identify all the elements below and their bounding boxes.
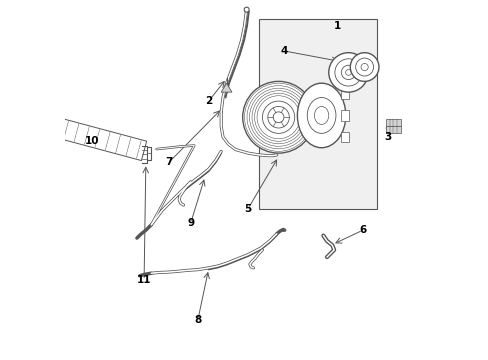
Circle shape: [349, 53, 378, 81]
Text: 2: 2: [204, 96, 212, 106]
Bar: [341, 132, 348, 142]
Text: 5: 5: [244, 204, 251, 214]
Ellipse shape: [306, 98, 335, 134]
Ellipse shape: [314, 107, 328, 125]
Circle shape: [242, 81, 314, 153]
Circle shape: [267, 107, 289, 128]
Circle shape: [262, 101, 294, 134]
Ellipse shape: [297, 83, 345, 148]
Text: 10: 10: [84, 136, 99, 146]
Circle shape: [360, 63, 367, 71]
Circle shape: [328, 53, 367, 92]
Text: 4: 4: [280, 46, 287, 56]
Bar: [386, 119, 400, 126]
Circle shape: [355, 58, 373, 76]
Bar: [258, 19, 376, 209]
Circle shape: [273, 112, 284, 123]
Polygon shape: [38, 113, 146, 161]
Text: 7: 7: [165, 157, 173, 167]
Circle shape: [341, 65, 355, 80]
Text: 8: 8: [194, 315, 201, 325]
Text: 11: 11: [137, 275, 151, 285]
Circle shape: [334, 59, 362, 86]
Bar: [341, 110, 348, 121]
Text: 1: 1: [333, 21, 341, 31]
Text: 9: 9: [187, 218, 194, 228]
Circle shape: [345, 69, 351, 75]
Text: 6: 6: [359, 225, 366, 235]
Circle shape: [244, 7, 249, 12]
Bar: [386, 126, 400, 134]
Bar: [341, 89, 348, 99]
Polygon shape: [221, 83, 231, 92]
Text: 3: 3: [384, 132, 391, 142]
